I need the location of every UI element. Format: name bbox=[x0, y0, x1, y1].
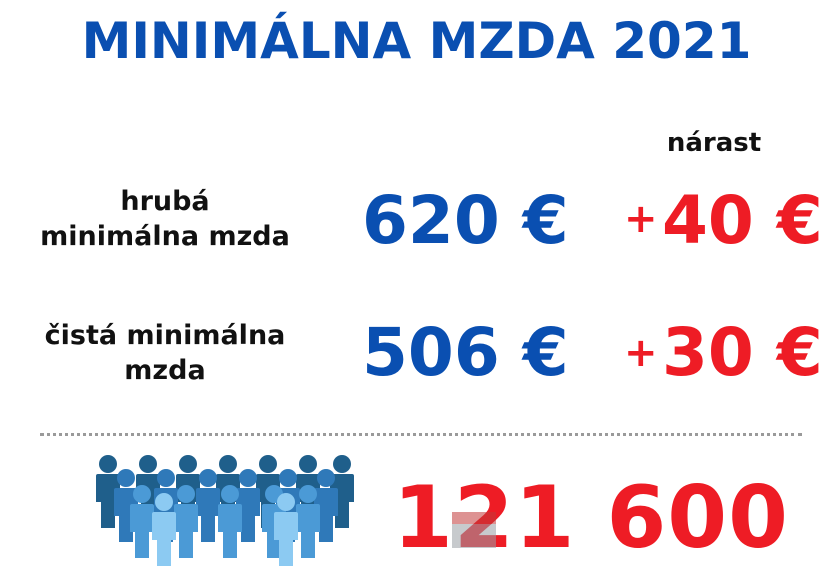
net-wage-plus-sign: + bbox=[624, 330, 658, 376]
gross-wage-label-line2: minimálna mzda bbox=[40, 221, 290, 252]
gross-wage-amount: 620 € bbox=[362, 182, 569, 259]
people-group-icon bbox=[90, 450, 360, 582]
dotted-divider bbox=[40, 433, 802, 436]
net-wage-label-line2: mzda bbox=[124, 355, 206, 386]
gross-wage-label-line1: hrubá bbox=[120, 186, 210, 217]
gross-wage-increase: 40 € bbox=[662, 182, 823, 259]
net-wage-label: čistá minimálna mzda bbox=[20, 318, 310, 388]
net-wage-increase: 30 € bbox=[662, 314, 823, 391]
increase-column-header: nárast bbox=[666, 128, 762, 158]
net-wage-amount: 506 € bbox=[362, 314, 569, 391]
page-title: MINIMÁLNA MZDA 2021 bbox=[81, 12, 752, 70]
gross-wage-label: hrubá minimálna mzda bbox=[20, 184, 310, 254]
net-wage-label-line1: čistá minimálna bbox=[44, 320, 286, 351]
watermark-logo bbox=[452, 512, 496, 548]
gross-wage-plus-sign: + bbox=[624, 196, 658, 242]
